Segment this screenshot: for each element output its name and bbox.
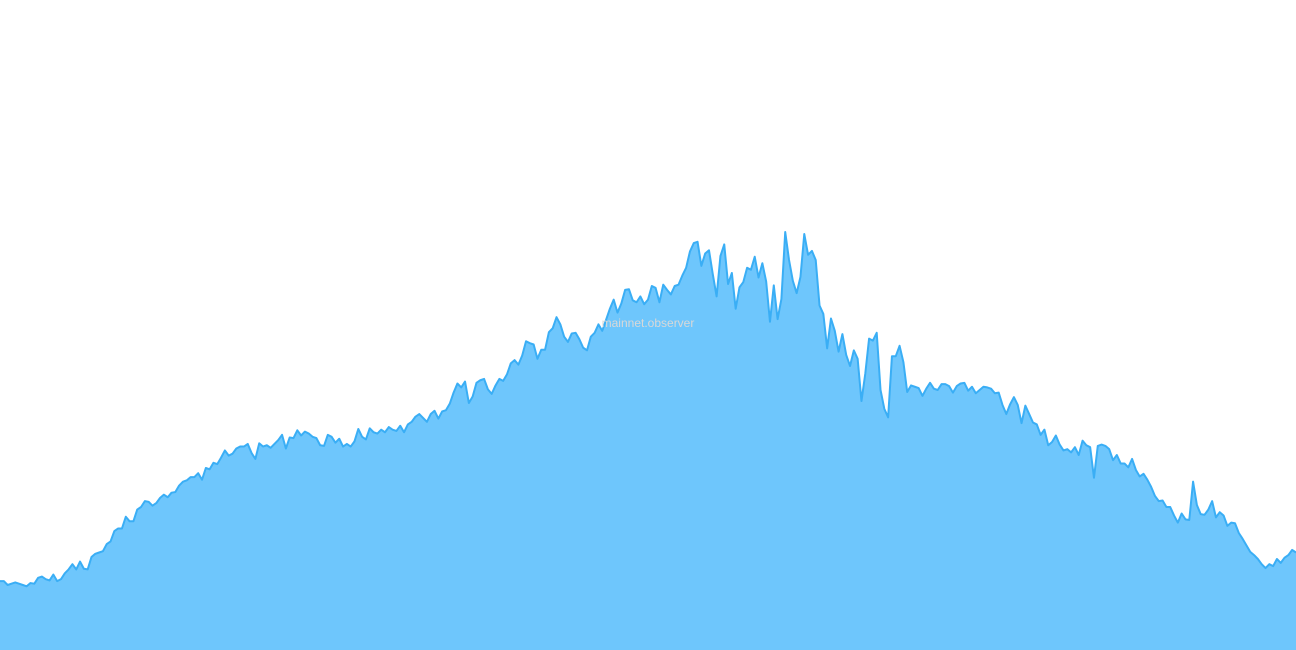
area-fill xyxy=(0,232,1296,650)
series-line xyxy=(0,231,1296,588)
